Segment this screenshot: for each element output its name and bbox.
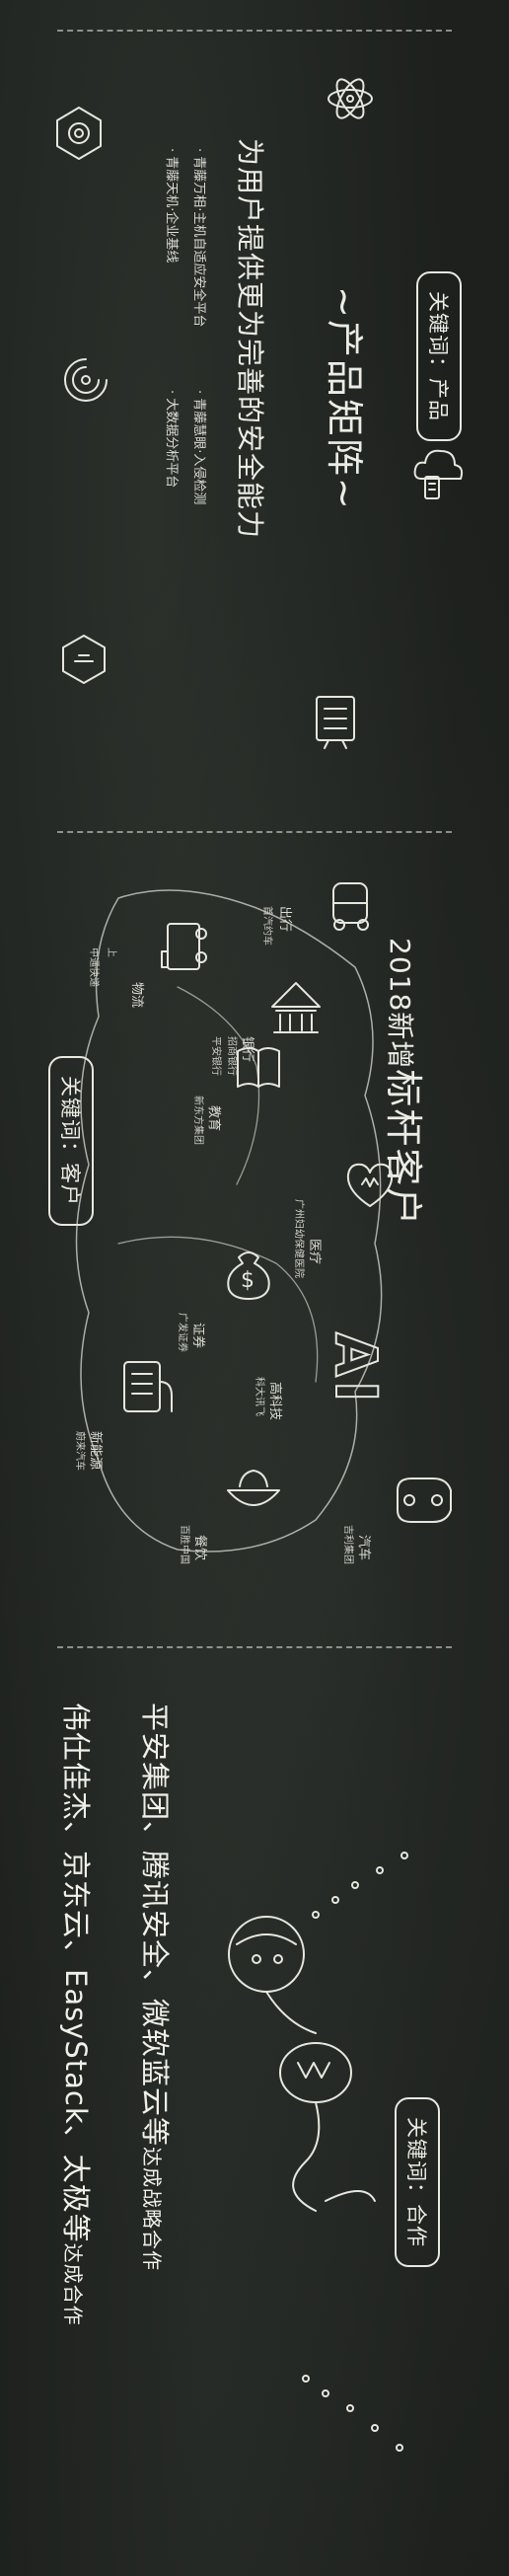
china-map-outline: [75, 889, 383, 1553]
list-board-icon: [316, 696, 355, 749]
divider: [57, 30, 452, 32]
partner-line-1: 平安集团、腾讯安全、微软蓝云等达成战略合作: [136, 1703, 178, 2271]
client-name: 科大讯飞: [254, 1377, 264, 1416]
shield-icon: [64, 358, 108, 402]
client-category: 新能源: [88, 1431, 103, 1471]
client-name: 百胜中国: [179, 1525, 189, 1564]
client-category: 教育: [206, 1105, 221, 1132]
client-name: 上: [106, 947, 116, 957]
product-bullet: · 大数据分析平台: [164, 390, 179, 489]
client-category: 高科技: [267, 1382, 282, 1421]
food-bowl-icon: [227, 1470, 280, 1506]
product-bullet: · 青藤慧眼·入侵检测: [191, 390, 206, 505]
product-subtitle: 为用户提供更为完善的安全能力: [234, 138, 266, 540]
car-icon: [332, 882, 369, 931]
client-category: 医疗: [307, 1239, 322, 1265]
keyword-partners: 关键词：合作: [395, 2097, 440, 2267]
client-category: 证券: [190, 1323, 205, 1349]
ai-glyph: AI: [322, 1331, 391, 1406]
divider: [57, 1646, 452, 1648]
hospital-heart-icon: [346, 1163, 394, 1207]
hexagon-tool-icon: [62, 635, 106, 684]
client-name: 首汽约车: [261, 906, 272, 946]
sports-car-icon: [397, 1477, 452, 1523]
client-name: 蔚来汽车: [74, 1431, 85, 1471]
atom-icon: [327, 78, 373, 119]
bank-icon: [271, 982, 321, 1033]
client-name: 招商银行: [226, 1036, 237, 1076]
product-bullet: · 青藤天机·企业基线: [164, 148, 179, 264]
client-category: 出行: [277, 906, 292, 933]
client-name: 广发证券: [177, 1313, 187, 1352]
book-icon: [237, 1047, 280, 1088]
client-category: 餐饮: [192, 1535, 207, 1561]
divider: [57, 831, 452, 833]
partner-line-2-tail: 达成合作: [61, 2242, 85, 2326]
cloud-icon: [413, 449, 464, 499]
product-bullet: · 青藤万相·主机自适应安全平台: [191, 148, 206, 328]
keyword-product: 关键词：产品: [416, 271, 462, 441]
money-bag-icon: $: [227, 1251, 270, 1300]
battery-charger-icon: [123, 1361, 173, 1412]
partner-line-1-tail: 达成战略合作: [140, 2147, 164, 2272]
gear-icon: [56, 107, 102, 160]
dollar-glyph: $: [241, 1268, 254, 1293]
handshake-figures-illustration: [228, 1916, 376, 2212]
client-name: 广州妇幼保健医院: [293, 1199, 304, 1278]
truck-icon: [161, 923, 207, 970]
client-category: 银行: [240, 1036, 254, 1063]
client-name: 中通快递: [88, 947, 99, 987]
client-category: 汽车: [356, 1535, 371, 1561]
client-category: 物流: [129, 982, 144, 1009]
bubble-trail-top: [312, 1852, 408, 1919]
client-name: 新东方集团: [192, 1096, 203, 1145]
product-title: ~产品矩阵~: [323, 286, 366, 511]
partner-line-1-main: 平安集团、腾讯安全、微软蓝云等: [138, 1703, 172, 2148]
bubble-trail-bottom: [302, 2375, 403, 2452]
partner-line-2-main: 伟仕佳杰、京东云、EasyStack、太极等: [59, 1703, 93, 2243]
client-name: 平安银行: [210, 1036, 221, 1076]
client-name: 吉利集团: [342, 1525, 353, 1564]
partner-line-2: 伟仕佳杰、京东云、EasyStack、太极等达成合作: [57, 1703, 99, 2326]
